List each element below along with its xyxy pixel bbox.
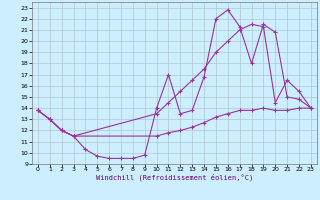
X-axis label: Windchill (Refroidissement éolien,°C): Windchill (Refroidissement éolien,°C) [96,174,253,181]
